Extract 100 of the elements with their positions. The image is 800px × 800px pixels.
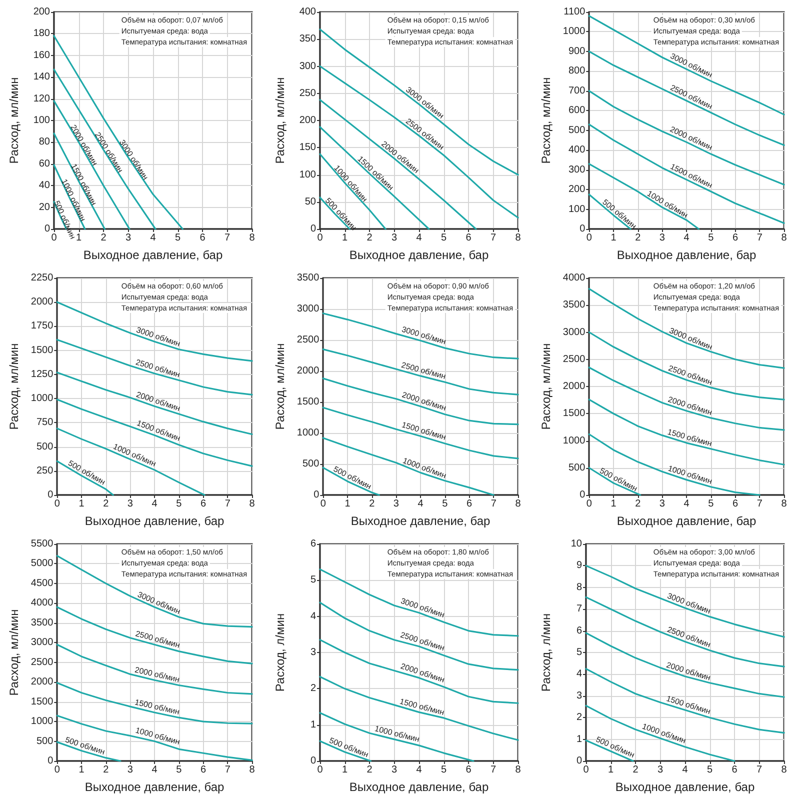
x-tick-label: 2 xyxy=(369,498,376,510)
y-tick-label: 100 xyxy=(299,169,316,180)
y-tick-label: 9 xyxy=(576,560,582,572)
y-tick-label: 2 xyxy=(310,683,316,694)
y-tick-label: 3000 xyxy=(562,326,586,338)
y-tick-label: 1100 xyxy=(564,6,586,18)
x-tick-label: 3 xyxy=(659,498,666,510)
y-tick-label: 500 xyxy=(568,124,586,136)
x-tick-label: 3 xyxy=(391,232,398,244)
y-tick-label: 150 xyxy=(299,142,316,154)
y-tick-label: 1000 xyxy=(30,393,54,404)
y-tick-label: 1000 xyxy=(30,716,54,728)
text: 1000 об/мин xyxy=(374,724,420,744)
x-tick-label: 2 xyxy=(103,764,110,776)
x-tick-label: 8 xyxy=(249,498,256,510)
x-tick-label: 6 xyxy=(466,498,473,510)
y-tick-label: 1000 xyxy=(562,435,586,446)
y-tick-label: 700 xyxy=(568,85,586,96)
line-series xyxy=(319,99,477,230)
y-tick-label: 2000 xyxy=(30,296,54,308)
y-tick-label: 500 xyxy=(302,458,320,470)
x-tick-label: 2 xyxy=(103,498,110,510)
text: 2000 об/мин xyxy=(666,394,714,418)
y-tick-label: 3500 xyxy=(562,300,586,311)
text: 2500 об/мин xyxy=(666,624,712,650)
y-tick-label: 500 xyxy=(568,462,586,474)
y-tick-label: 400 xyxy=(568,144,586,156)
y-axis-title: Расход, мл/мин xyxy=(7,77,21,164)
x-tick-label: 6 xyxy=(732,232,739,244)
y-tick-label: 1750 xyxy=(30,320,54,332)
text: 2500 об/мин xyxy=(134,358,182,380)
line-series xyxy=(56,460,114,496)
text: 1500 об/мин xyxy=(665,694,712,716)
text: 2500 об/мин xyxy=(400,360,447,381)
y-tick-label: 80 xyxy=(38,136,50,148)
y-tick-label: 300 xyxy=(299,60,316,72)
x-tick-label: 5 xyxy=(442,498,448,510)
y-axis-title: Расход, л/мин xyxy=(539,613,553,692)
x-tick-label: 2 xyxy=(100,232,107,244)
y-tick-label: 1000 xyxy=(296,428,320,438)
y-tick-label: 6 xyxy=(576,625,582,636)
x-tick-label: 3 xyxy=(659,232,666,244)
x-tick-label: 2 xyxy=(635,232,642,244)
y-tick-label: 4500 xyxy=(30,578,54,589)
y-tick-label: 4000 xyxy=(30,598,54,609)
x-tick-label: 4 xyxy=(152,764,158,776)
x-tick-label: 8 xyxy=(781,232,788,244)
y-tick-label: 3 xyxy=(310,647,316,658)
text: 2000 об/мин xyxy=(400,390,448,413)
y-axis-title: Расход, мл/мин xyxy=(539,77,553,164)
y-tick-label: 4000 xyxy=(562,272,586,284)
x-tick-label: 1 xyxy=(78,498,85,510)
y-tick-label: 10 xyxy=(570,538,582,550)
x-tick-label: 6 xyxy=(732,498,739,510)
text: 2000 об/мин xyxy=(134,665,180,684)
y-tick-label: 8 xyxy=(576,582,582,593)
y-tick-label: 4 xyxy=(576,668,582,680)
x-tick-label: 4 xyxy=(150,232,156,244)
x-tick-label: 3 xyxy=(125,232,132,244)
x-tick-label: 8 xyxy=(515,232,522,244)
y-tick-label: 5 xyxy=(310,574,316,586)
y-tick-label: 350 xyxy=(299,34,316,45)
y-tick-label: 1250 xyxy=(30,368,54,380)
y-tick-label: 4 xyxy=(310,610,316,622)
text: 500 об/мин xyxy=(594,734,636,760)
y-tick-label: 2000 xyxy=(30,676,54,688)
x-tick-label: 3 xyxy=(391,764,398,776)
y-tick-label: 600 xyxy=(568,105,586,116)
text: 2000 об/мин xyxy=(665,660,712,682)
y-tick-label: 250 xyxy=(36,465,54,476)
x-axis-title: Выходное давление, бар xyxy=(350,514,491,528)
x-tick-label: 1 xyxy=(342,232,348,244)
x-tick-label: 5 xyxy=(176,764,182,776)
text: 3000 об/мин xyxy=(136,590,182,616)
y-tick-label: 2000 xyxy=(562,381,586,392)
y-tick-label: 0 xyxy=(44,224,50,234)
y-axis-title: Расход, л/мин xyxy=(273,613,287,692)
y-tick-label: 3000 xyxy=(30,637,54,648)
x-tick-label: 8 xyxy=(781,764,788,776)
y-tick-label: 3000 xyxy=(296,304,320,314)
x-tick-label: 8 xyxy=(515,764,522,776)
y-tick-label: 5000 xyxy=(30,558,54,570)
text: 1000 об/мин xyxy=(666,464,714,486)
x-tick-label: 6 xyxy=(200,764,207,776)
y-axis-title: Расход, мл/мин xyxy=(273,77,287,164)
x-tick-label: 6 xyxy=(732,764,738,776)
text: 500 об/мин xyxy=(328,736,370,760)
x-axis-title: Выходное давление, бар xyxy=(84,780,225,794)
x-tick-label: 2 xyxy=(635,498,642,510)
x-tick-label: 7 xyxy=(756,232,763,244)
x-tick-label: 8 xyxy=(515,498,522,510)
y-tick-label: 1500 xyxy=(296,396,320,408)
x-tick-label: 7 xyxy=(224,498,231,510)
y-tick-label: 2 xyxy=(576,712,582,724)
x-tick-label: 4 xyxy=(418,498,424,510)
x-tick-label: 2 xyxy=(366,232,373,244)
y-tick-label: 2000 xyxy=(296,366,320,376)
y-tick-label: 0 xyxy=(310,756,316,766)
y-axis-title: Расход, мл/мин xyxy=(539,343,553,430)
y-tick-label: 3 xyxy=(576,690,582,702)
